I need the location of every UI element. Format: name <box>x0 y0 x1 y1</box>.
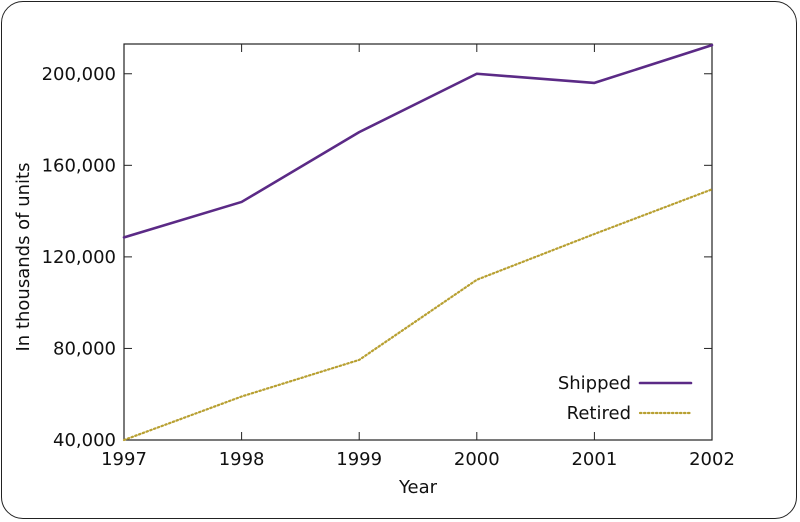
series-line-shipped <box>122 43 714 239</box>
legend: Shipped Retired <box>558 373 693 424</box>
y-tick-label: 120,000 <box>42 247 116 268</box>
series-line-retired <box>122 188 714 442</box>
labels-layer: 40,000 80,000 120,000 160,000 200,000 1997 199… <box>42 64 735 470</box>
x-tick-label: 2000 <box>454 449 500 470</box>
legend-label-shipped: Shipped <box>558 373 631 394</box>
series-layer <box>122 43 714 442</box>
y-tick-label: 40,000 <box>53 430 116 451</box>
axes-layer <box>123 43 713 441</box>
y-tick-label: 80,000 <box>53 338 116 359</box>
x-tick-label: 1997 <box>101 449 147 470</box>
y-tick-label: 200,000 <box>42 64 116 85</box>
legend-label-retired: Retired <box>567 403 631 424</box>
y-tick-label: 160,000 <box>42 155 116 176</box>
plot-area <box>123 43 713 441</box>
x-tick-label: 2002 <box>689 449 735 470</box>
x-axis-title: Year <box>398 477 438 498</box>
x-tick-label: 2001 <box>571 449 617 470</box>
y-axis-title: In thousands of units <box>13 163 34 352</box>
x-tick-label: 1998 <box>219 449 265 470</box>
x-tick-label: 1999 <box>336 449 382 470</box>
